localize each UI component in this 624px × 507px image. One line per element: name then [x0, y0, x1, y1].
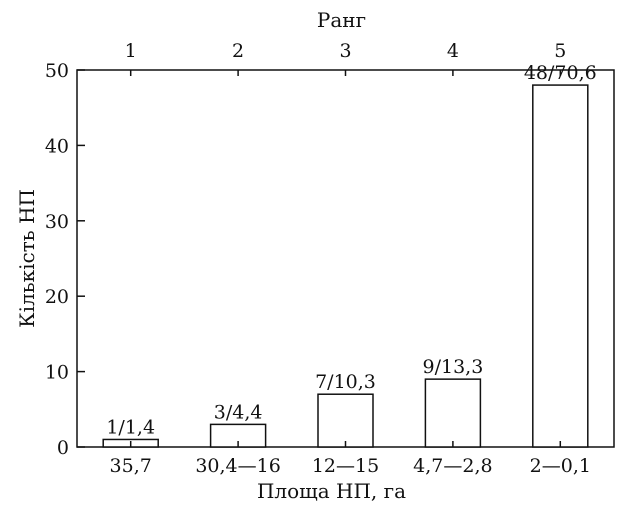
x-tick-label: 35,7: [110, 455, 152, 477]
x-tick-label: 4,7—2,8: [413, 455, 492, 477]
bars: [102, 84, 589, 448]
top-tick-label: 4: [447, 40, 459, 62]
y-tick-label: 10: [45, 362, 69, 384]
x-axis-title: Площа НП, га: [257, 479, 406, 503]
x-tick-label: 2—0,1: [530, 455, 591, 477]
bar: [532, 84, 589, 448]
x-axis: 35,7 30,4—16 12—15 4,7—2,8 2—0,1: [110, 441, 591, 477]
y-tick-label: 0: [57, 437, 69, 459]
bar-data-label: 1/1,4: [106, 416, 155, 438]
bar-data-label: 9/13,3: [423, 356, 484, 378]
bar-data-label: 7/10,3: [315, 371, 376, 393]
y-tick-label: 30: [45, 211, 69, 233]
y-tick-label: 40: [45, 135, 69, 157]
y-axis-title: Кількість НП: [15, 189, 39, 328]
bar-data-label: 3/4,4: [214, 401, 263, 423]
top-tick-label: 2: [232, 40, 244, 62]
top-axis: 1 2 3 4 5: [125, 40, 566, 76]
x-tick-label: 12—15: [312, 455, 379, 477]
top-tick-label: 3: [339, 40, 351, 62]
y-tick-label: 20: [45, 286, 69, 308]
top-tick-label: 5: [554, 40, 566, 62]
bar-data-label: 48/70,6: [524, 62, 597, 84]
y-axis: 0 10 20 30 40 50: [45, 60, 85, 459]
bar: [424, 378, 482, 448]
x-tick-label: 30,4—16: [195, 455, 280, 477]
top-tick-label: 1: [125, 40, 137, 62]
data-labels: 1/1,4 3/4,4 7/10,3 9/13,3 48/70,6: [106, 62, 596, 438]
top-axis-title: Ранг: [317, 8, 366, 32]
y-tick-label: 50: [45, 60, 69, 82]
bar: [317, 393, 374, 448]
